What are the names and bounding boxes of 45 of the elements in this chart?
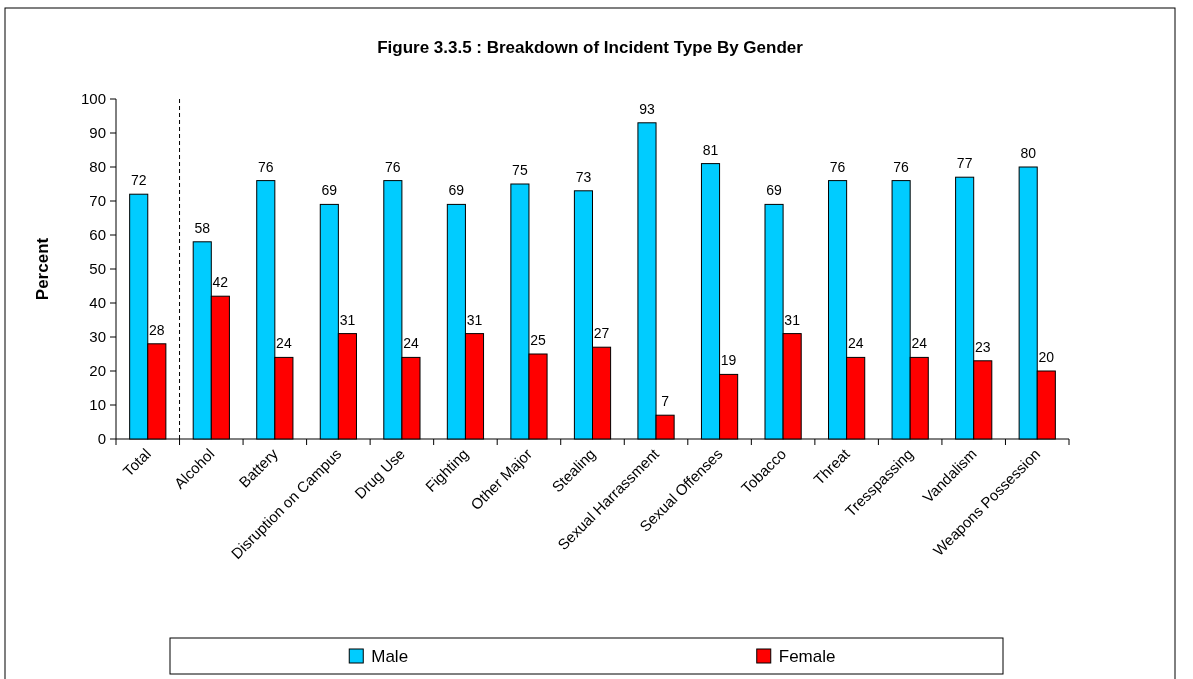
data-label: 23: [974, 338, 991, 355]
y-tick-label: 0: [97, 430, 106, 447]
data-label: 76: [385, 158, 401, 175]
data-label: 19: [720, 352, 737, 369]
data-label: 80: [1020, 145, 1037, 161]
legend-label: Female: [778, 647, 836, 666]
y-tick-label: 30: [89, 328, 106, 345]
data-label: 31: [466, 311, 483, 328]
y-tick-label: 70: [89, 192, 106, 209]
y-axis-title: Percent: [33, 237, 52, 301]
data-label: 76: [257, 158, 274, 175]
data-label: 69: [448, 182, 465, 199]
data-label: 28: [149, 321, 165, 338]
chart-title: Figure 3.3.5 : Breakdown of Incident Type By Gender: [377, 38, 804, 57]
data-label: 76: [893, 158, 910, 175]
data-label: 77: [956, 155, 973, 172]
data-label: 75: [512, 162, 528, 178]
data-label: 27: [593, 325, 610, 342]
data-label: 24: [276, 335, 292, 352]
data-label: 7: [661, 393, 670, 410]
data-label: 31: [339, 311, 356, 328]
data-label: 31: [784, 311, 801, 328]
data-label: 69: [321, 182, 338, 199]
data-label: 24: [847, 335, 864, 352]
data-label: 81: [702, 141, 719, 158]
y-tick-label: 50: [89, 260, 106, 277]
y-tick-label: 40: [89, 294, 106, 311]
y-tick-label: 80: [89, 158, 106, 175]
data-label: 73: [575, 168, 592, 185]
y-tick-label: 100: [80, 90, 106, 107]
data-label: 69: [766, 182, 783, 199]
legend-label: Male: [371, 647, 409, 666]
data-label: 20: [1038, 349, 1055, 365]
data-label: 25: [530, 332, 547, 348]
data-label: 42: [212, 274, 229, 291]
data-label: 76: [829, 158, 846, 175]
data-label: 72: [130, 172, 147, 189]
data-label: 24: [403, 335, 419, 352]
data-label: 24: [911, 335, 928, 352]
y-tick-label: 90: [89, 124, 106, 141]
y-tick-label: 10: [89, 396, 106, 413]
data-label: 58: [194, 219, 211, 236]
data-label: 93: [639, 100, 655, 117]
y-tick-label: 60: [89, 226, 106, 243]
y-tick-label: 20: [89, 362, 106, 379]
